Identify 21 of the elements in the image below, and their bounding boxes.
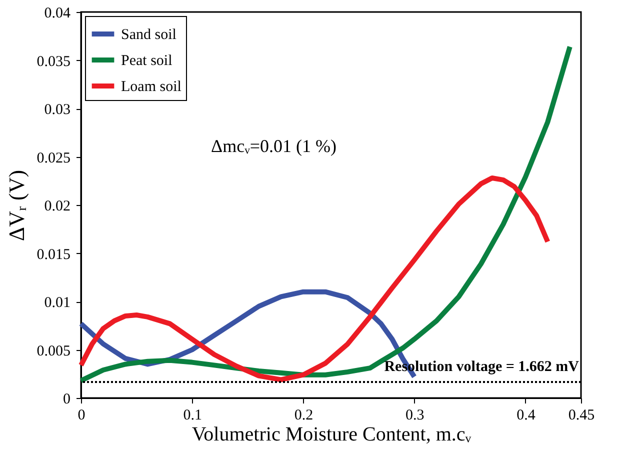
y-tick-label: 0.04: [44, 6, 71, 22]
x-tick-label: 0.45: [568, 408, 595, 424]
x-tick-label: 0: [78, 408, 86, 424]
y-axis-title: ΔVᵣ (V): [4, 170, 29, 242]
x-tick-label: 0.4: [516, 408, 536, 424]
x-tick-label: 0.1: [183, 408, 202, 424]
annotation: Δmcᵥ=0.01 (1 %): [211, 136, 336, 156]
legend-label: Sand soil: [121, 27, 176, 43]
y-tick-label: 0.02: [44, 198, 70, 214]
y-tick-label: 0: [63, 392, 70, 408]
x-tick-label: 0.2: [294, 408, 314, 424]
x-tick-label: 0.3: [405, 408, 424, 424]
y-tick-label: 0.015: [36, 246, 70, 263]
legend-label: Loam soil: [121, 79, 182, 95]
y-tick-label: 0.01: [44, 295, 70, 311]
x-axis-title: Volumetric Moisture Content, m.cᵥ: [192, 424, 472, 446]
y-tick-label: 0.03: [44, 102, 70, 118]
y-tick-label: 0.035: [36, 54, 70, 70]
y-tick-label: 0.025: [36, 150, 70, 166]
legend-label: Peat soil: [121, 53, 172, 69]
y-tick-label: 0.005: [36, 343, 70, 360]
